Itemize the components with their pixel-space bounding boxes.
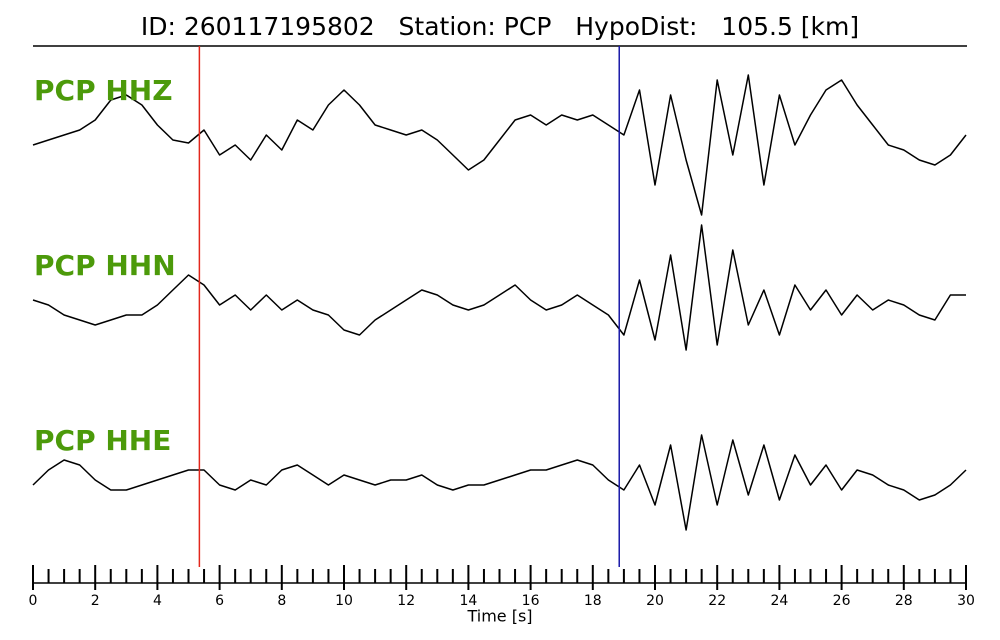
x-tick-label: 12 (397, 593, 415, 609)
x-tick-label: 30 (957, 593, 975, 609)
channel-label: PCP HHZ (34, 74, 173, 107)
waveform (32, 434, 967, 531)
x-tick-label: 14 (459, 593, 477, 609)
x-tick-label: 28 (895, 593, 913, 609)
x-tick-label: 18 (584, 593, 602, 609)
x-tick-label: 6 (215, 593, 224, 609)
x-tick-label: 8 (277, 593, 286, 609)
x-tick-label: 0 (29, 593, 38, 609)
x-tick-label: 2 (91, 593, 100, 609)
x-tick-label: 26 (833, 593, 851, 609)
x-tick-label: 4 (153, 593, 162, 609)
waveform (32, 224, 966, 351)
channel-label: PCP HHE (34, 424, 171, 457)
x-tick-label: 16 (522, 593, 540, 609)
channel-label: PCP HHN (34, 249, 176, 282)
chart-title: ID: 260117195802 Station: PCP HypoDist: … (141, 12, 859, 41)
x-tick-label: 24 (770, 593, 788, 609)
waveform (32, 74, 967, 216)
x-axis-label: Time [s] (466, 607, 532, 626)
x-tick-label: 10 (335, 593, 353, 609)
x-tick-label: 20 (646, 593, 664, 609)
x-tick-label: 22 (708, 593, 726, 609)
